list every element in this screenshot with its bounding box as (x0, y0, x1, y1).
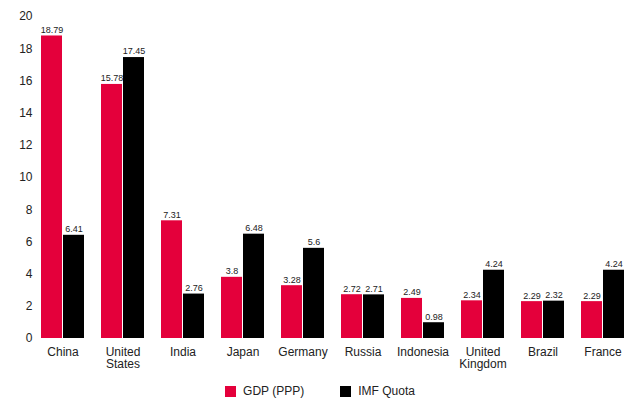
html-text:IMF Quota: IMF Quota (358, 384, 415, 398)
svg-text:6.48: 6.48 (245, 223, 263, 233)
svg-text:16: 16 (19, 74, 33, 88)
svg-text:10: 10 (19, 170, 33, 184)
svg-text:2.76: 2.76 (185, 283, 203, 293)
svg-text:0.98: 0.98 (425, 312, 443, 322)
svg-text:Brazil: Brazil (528, 345, 558, 359)
svg-text:2.49: 2.49 (403, 287, 421, 297)
svg-text:6.41: 6.41 (65, 224, 83, 234)
svg-text:18: 18 (19, 42, 33, 56)
svg-text:5.6: 5.6 (308, 237, 321, 247)
svg-text:2.72: 2.72 (343, 284, 361, 294)
svg-text:UnitedStates: UnitedStates (106, 345, 141, 371)
svg-text:7.31: 7.31 (163, 210, 181, 220)
svg-text:8: 8 (26, 203, 33, 217)
svg-text:0: 0 (26, 331, 33, 345)
svg-text:2.32: 2.32 (545, 290, 563, 300)
svg-text:2: 2 (26, 299, 33, 313)
svg-text:2.71: 2.71 (365, 284, 383, 294)
svg-text:Indonesia: Indonesia (397, 345, 449, 359)
svg-text:2.29: 2.29 (523, 291, 541, 301)
svg-text:14: 14 (19, 106, 33, 120)
svg-text:2.29: 2.29 (583, 291, 601, 301)
svg-text:3.8: 3.8 (226, 266, 239, 276)
svg-text:France: France (584, 345, 622, 359)
svg-text:17.45: 17.45 (123, 46, 146, 56)
svg-text:3.28: 3.28 (283, 275, 301, 285)
svg-text:India: India (170, 345, 196, 359)
svg-text:4.24: 4.24 (485, 259, 503, 269)
svg-text:12: 12 (19, 138, 33, 152)
svg-text:China: China (47, 345, 79, 359)
svg-text:6: 6 (26, 235, 33, 249)
svg-text:2.34: 2.34 (463, 290, 481, 300)
html-text:GDP (PPP): GDP (PPP) (243, 384, 305, 398)
svg-text:Germany: Germany (278, 345, 327, 359)
svg-text:Japan: Japan (227, 345, 260, 359)
svg-text:Russia: Russia (345, 345, 382, 359)
svg-text:15.78: 15.78 (101, 73, 124, 83)
svg-text:20: 20 (19, 9, 33, 23)
svg-text:18.79: 18.79 (41, 25, 64, 35)
svg-text:4: 4 (26, 267, 33, 281)
svg-text:4.24: 4.24 (605, 259, 623, 269)
svg-text:UnitedKingdom: UnitedKingdom (459, 345, 506, 371)
